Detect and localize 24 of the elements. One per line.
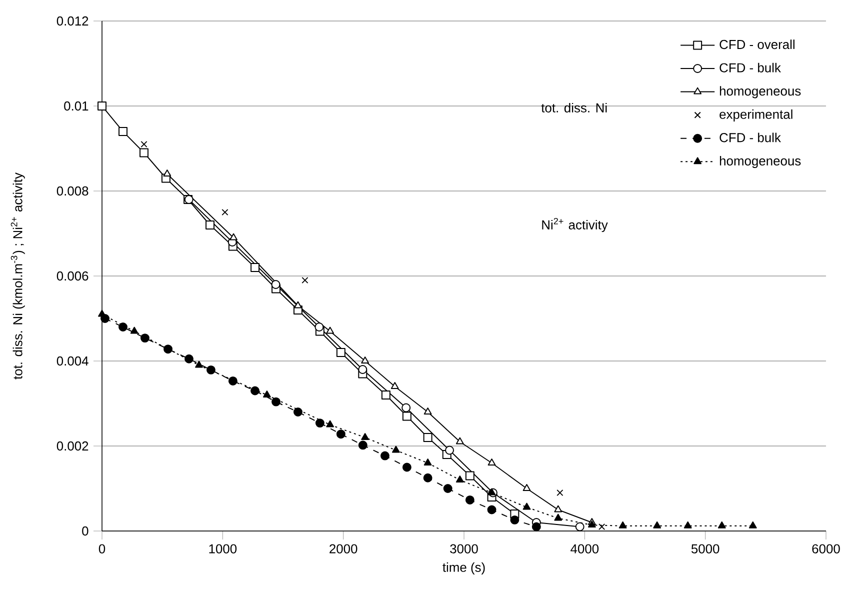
annotation: tot. diss. Ni: [541, 102, 607, 112]
y-tick-label: 0.004: [56, 356, 88, 366]
legend-label: CFD - bulk: [720, 62, 781, 72]
legend-label: homogeneous: [720, 86, 801, 98]
x-tick-label: 0: [98, 544, 106, 554]
x-tick-label: 1000: [209, 544, 237, 554]
x-tick-label: 4000: [570, 544, 599, 554]
x-tick-label: 3000: [450, 544, 478, 554]
y-tick-label: 0.002: [56, 441, 88, 451]
y-tick-label: 0.012: [56, 16, 88, 26]
x-axis-title: time (s): [442, 562, 485, 574]
y-axis-title: tot. diss. Ni (kmol.m$^{-3}$) ; Ni$^{2+}$ activity: [10, 172, 25, 380]
legend-label: CFD - bulk: [720, 132, 781, 142]
y-tick-label: 0.01: [64, 101, 88, 111]
y-tick-label: 0: [82, 526, 88, 536]
legend-label: experimental: [720, 109, 792, 122]
annotation: Ni$^{2+}$ activity: [542, 218, 608, 232]
x-tick-label: 2000: [330, 544, 358, 554]
x-tick-label: 6000: [812, 544, 840, 554]
legend-label: CFD - overall: [720, 40, 794, 50]
y-tick-label: 0.008: [56, 186, 88, 196]
x-tick-label: 5000: [691, 544, 720, 554]
y-tick-label: 0.006: [56, 271, 88, 281]
legend-label: homogeneous: [720, 156, 801, 168]
